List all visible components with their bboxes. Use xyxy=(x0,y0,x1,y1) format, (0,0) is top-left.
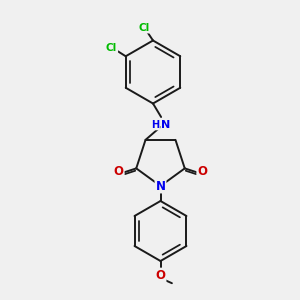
Text: H: H xyxy=(151,119,159,130)
Text: O: O xyxy=(114,165,124,178)
Text: O: O xyxy=(197,165,207,178)
Text: O: O xyxy=(155,268,166,282)
Text: Cl: Cl xyxy=(138,22,150,33)
Text: Cl: Cl xyxy=(106,43,117,53)
Text: N: N xyxy=(161,119,170,130)
Text: N: N xyxy=(155,179,166,193)
